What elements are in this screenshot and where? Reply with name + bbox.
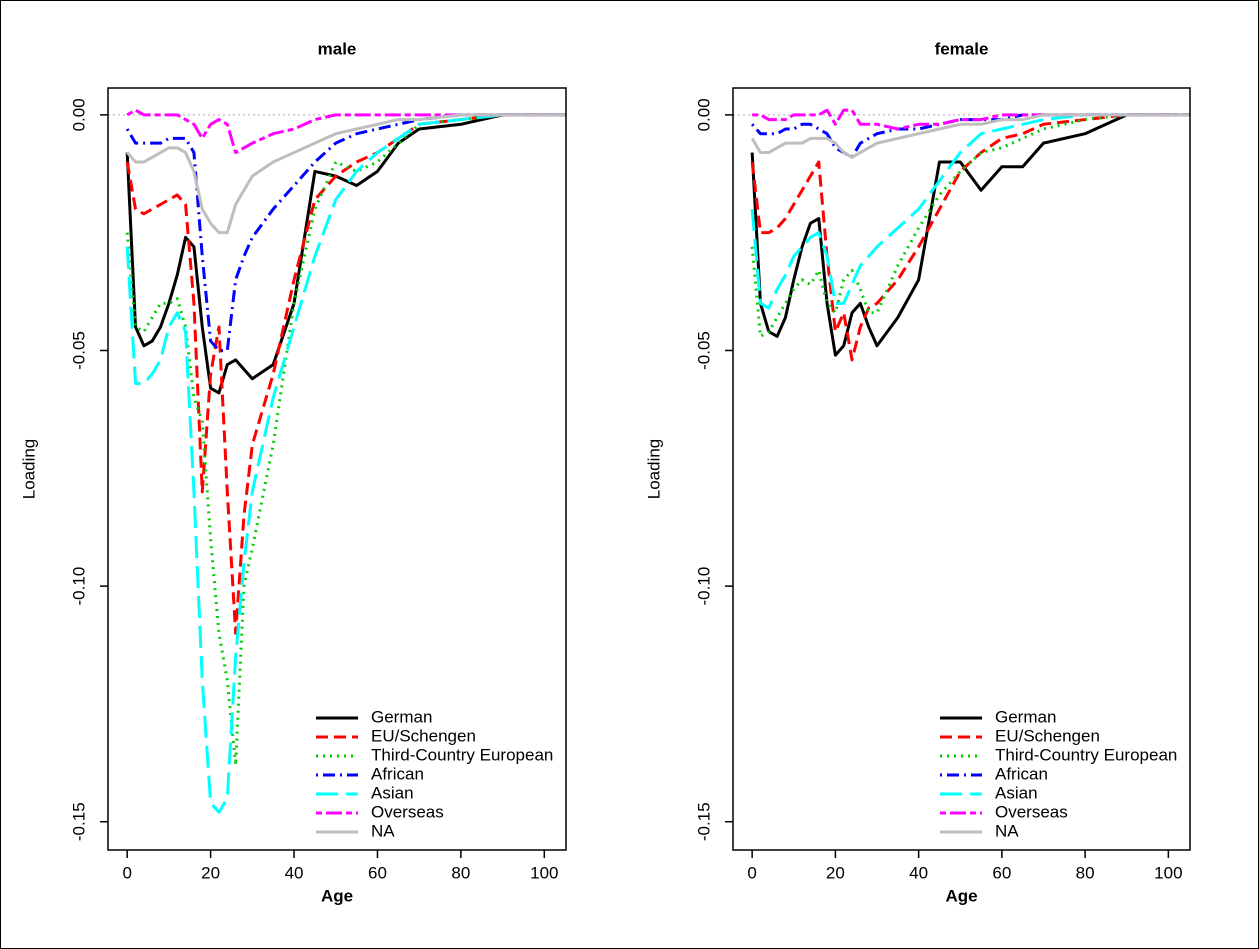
series-line [751,113,1190,159]
legend-label: Overseas [995,802,1068,821]
series-line [125,113,566,635]
y-tick-label: -0.05 [69,331,88,370]
legend-label: Third-Country European [995,745,1177,764]
x-tick-label: 80 [451,863,470,882]
plot-frame [107,87,567,851]
y-axis-label: Loading [644,439,663,500]
y-tick-label: 0.00 [694,98,713,131]
series-line [126,108,566,155]
y-tick-label: -0.15 [694,802,713,841]
series-line [750,113,1190,310]
legend-label: Third-Country European [371,745,553,764]
series-line [750,113,1190,159]
series-line [125,113,566,395]
legend-label: German [995,707,1056,726]
series-line [125,113,566,814]
legend-label: Asian [371,783,414,802]
x-axis-label: Age [945,886,977,905]
legend-label: Overseas [371,802,444,821]
legend-label: German [371,707,432,726]
x-tick-label: 0 [122,863,131,882]
legend-label: EU/Schengen [371,726,476,745]
x-tick-label: 20 [826,863,845,882]
panel-title: male [318,39,357,58]
series-line [750,113,1190,362]
series-line [752,108,1190,131]
y-tick-label: -0.05 [694,331,713,370]
x-axis-label: Age [321,886,353,905]
legend-label: African [995,764,1048,783]
x-tick-label: 20 [201,863,220,882]
y-tick-label: -0.15 [69,802,88,841]
legend-label: EU/Schengen [995,726,1100,745]
x-tick-label: 60 [992,863,1011,882]
y-tick-label: -0.10 [69,567,88,606]
series-line [126,113,566,235]
series-line [750,113,1190,357]
plot-frame [732,87,1191,851]
legend-label: NA [995,821,1019,840]
legend-label: NA [371,821,395,840]
x-tick-label: 40 [909,863,928,882]
panel-title: female [935,39,989,58]
x-tick-label: 40 [285,863,304,882]
series-line [750,113,1190,338]
y-axis-label: Loading [19,439,38,500]
x-tick-label: 0 [747,863,756,882]
x-tick-label: 80 [1076,863,1095,882]
x-tick-label: 100 [1154,863,1182,882]
x-tick-label: 60 [368,863,387,882]
y-tick-label: 0.00 [69,98,88,131]
x-tick-label: 100 [530,863,558,882]
y-tick-label: -0.10 [694,567,713,606]
legend-label: African [371,764,424,783]
legend-label: Asian [995,783,1038,802]
